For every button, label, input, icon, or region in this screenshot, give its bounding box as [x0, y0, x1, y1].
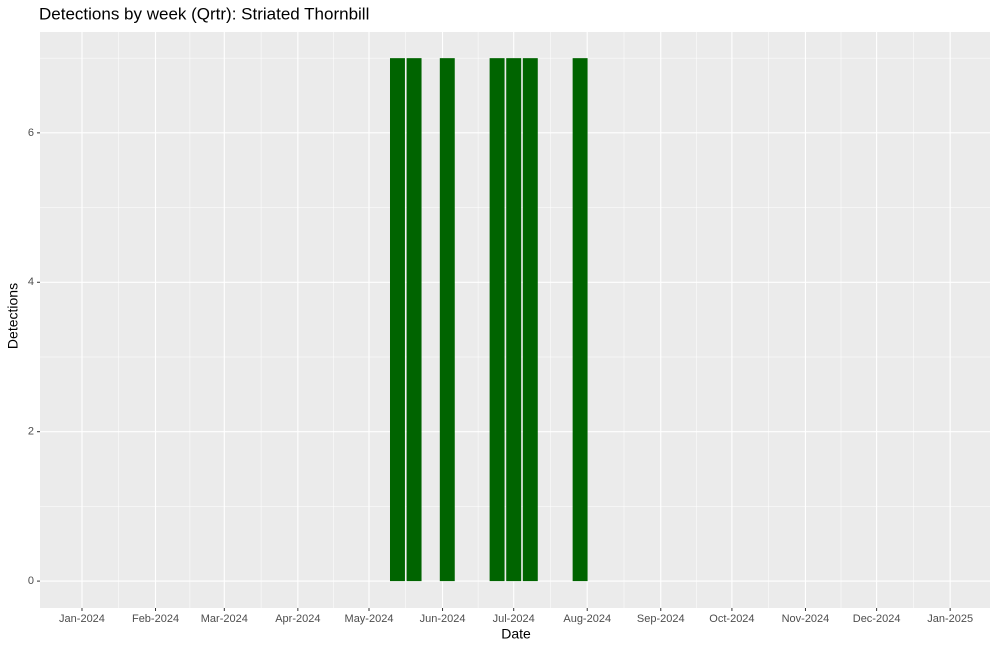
x-tick-label: Dec-2024: [853, 613, 901, 625]
y-axis-label: Detections: [5, 283, 21, 349]
bar: [489, 58, 505, 582]
y-tick-label: 2: [28, 426, 34, 438]
bar: [522, 58, 538, 582]
x-tick-label: Aug-2024: [563, 613, 611, 625]
x-tick-label: Mar-2024: [201, 613, 248, 625]
bar: [572, 58, 588, 582]
y-tick-label: 4: [28, 276, 34, 288]
y-tick-label: 0: [28, 575, 34, 587]
x-tick-label: Jan-2025: [927, 613, 973, 625]
bar: [439, 58, 455, 582]
bar: [506, 58, 522, 582]
x-tick-label: Jul-2024: [493, 613, 535, 625]
x-tick-label: Oct-2024: [709, 613, 754, 625]
x-tick-label: Feb-2024: [132, 613, 179, 625]
bars: [389, 58, 588, 582]
y-tick-label: 6: [28, 127, 34, 139]
x-axis-label: Date: [501, 626, 531, 642]
x-tick-label: May-2024: [345, 613, 394, 625]
chart-title: Detections by week (Qrtr): Striated Thor…: [39, 4, 369, 23]
x-tick-label: Jan-2024: [59, 613, 105, 625]
x-tick-label: Jun-2024: [420, 613, 466, 625]
x-tick-label: Sep-2024: [637, 613, 685, 625]
bar: [389, 58, 405, 582]
bar: [406, 58, 422, 582]
x-tick-label: Apr-2024: [275, 613, 320, 625]
x-tick-label: Nov-2024: [782, 613, 830, 625]
